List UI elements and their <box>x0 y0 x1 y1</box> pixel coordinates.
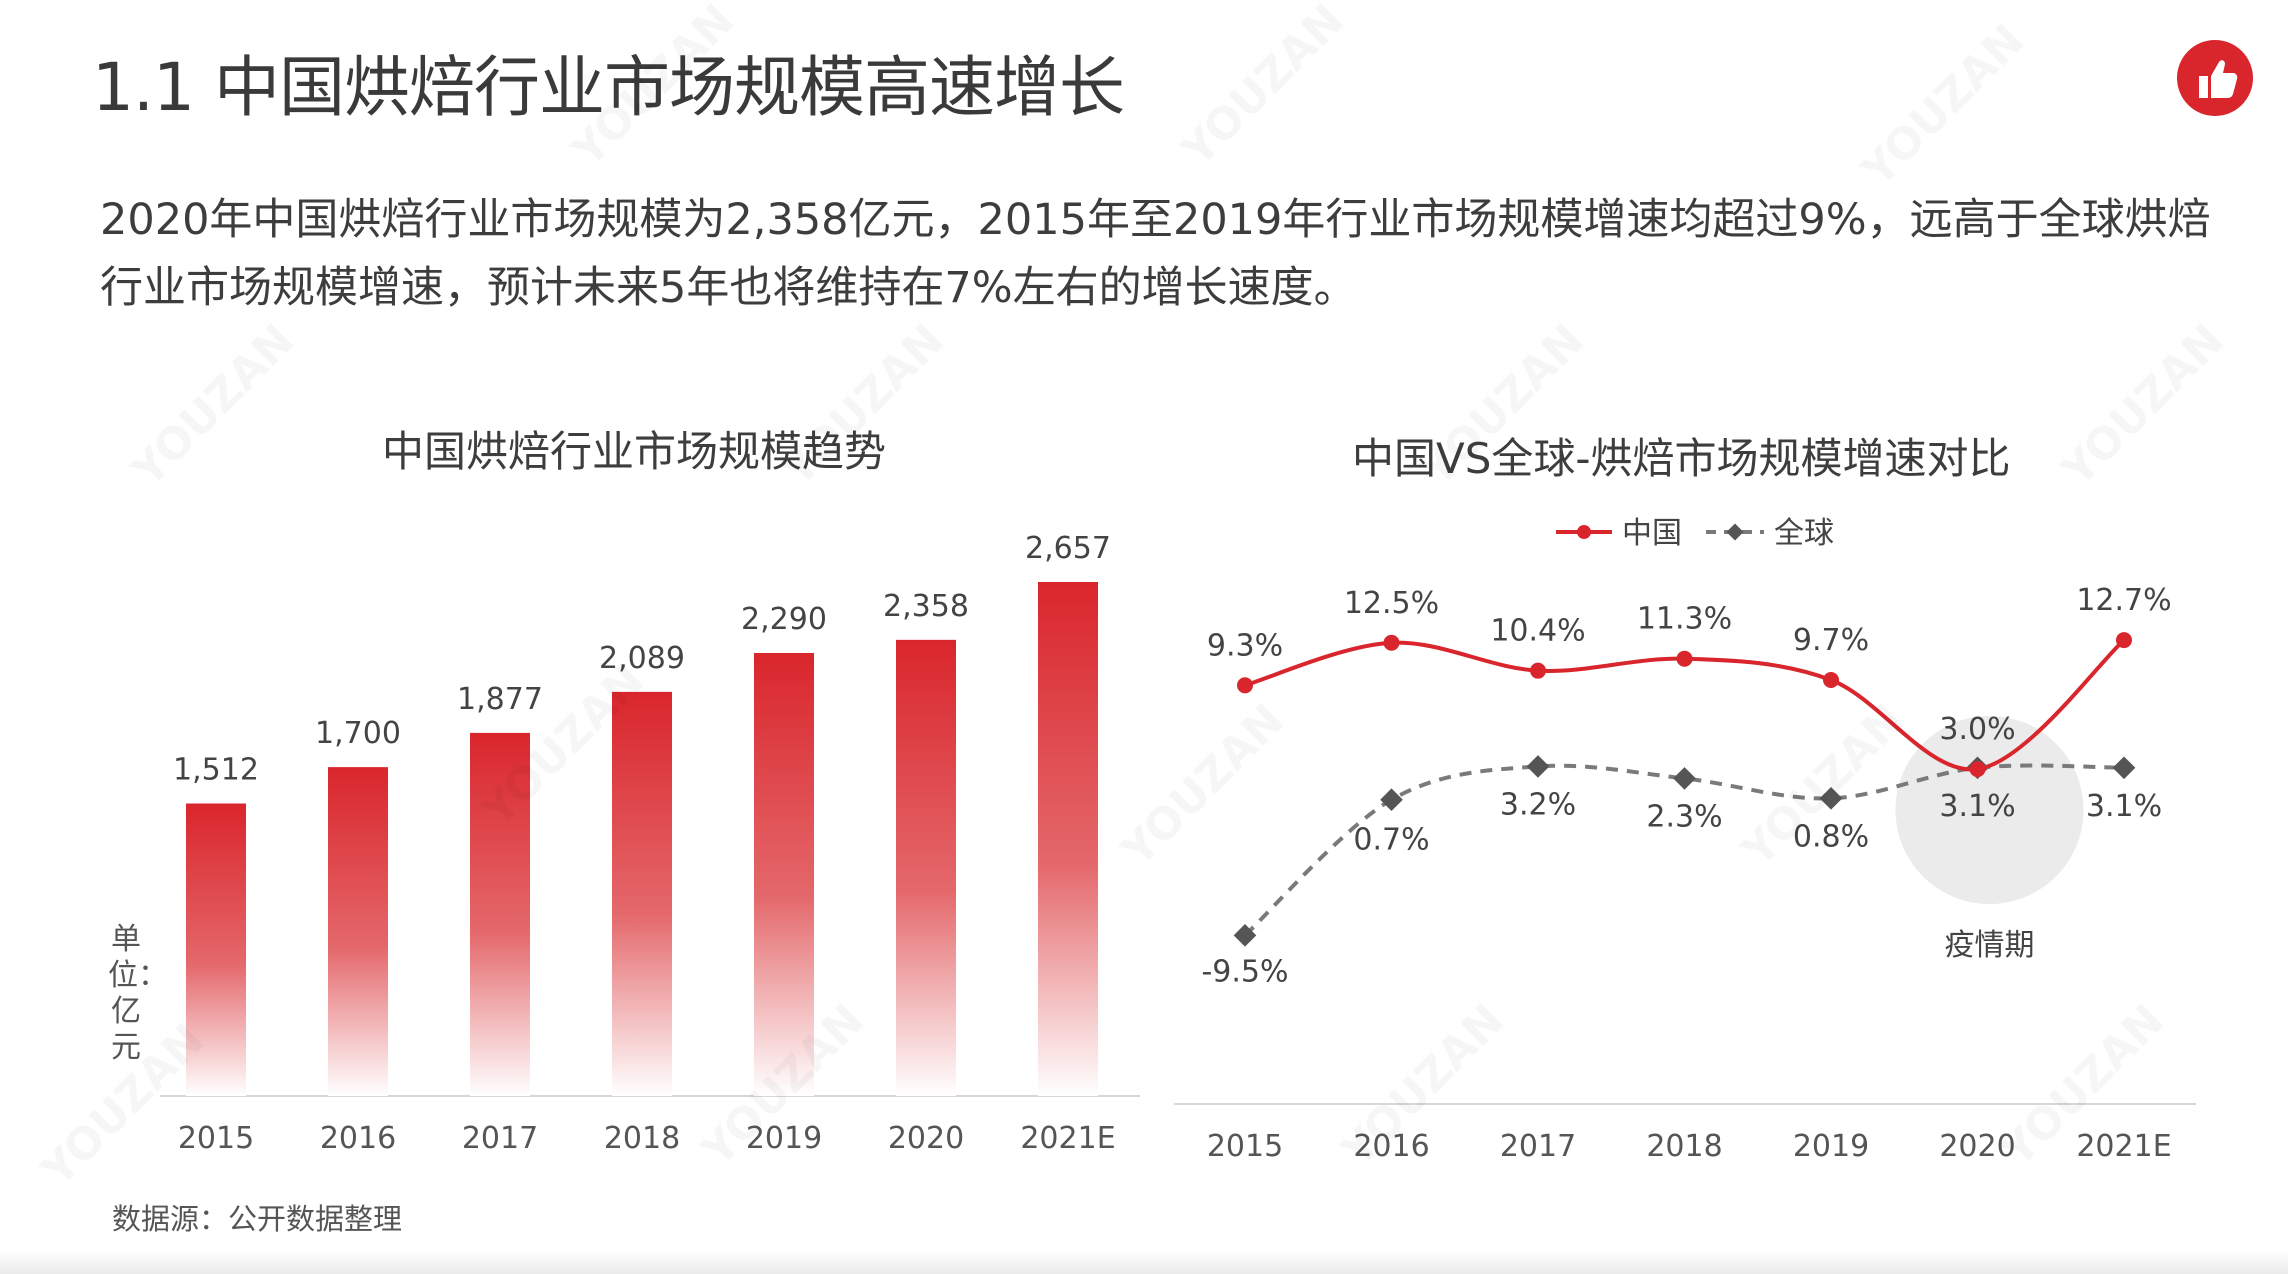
bar-value-label: 1,700 <box>315 716 401 751</box>
thumbs-up-icon <box>2177 40 2253 116</box>
line-category-label: 2017 <box>1500 1129 1576 1164</box>
china-point-2019 <box>1823 671 1839 688</box>
bar-2018 <box>612 691 672 1096</box>
china-value-label: 3.0% <box>1939 712 2015 747</box>
china-value-label: 12.5% <box>1344 586 1439 621</box>
bottom-shade <box>0 1250 2288 1274</box>
bar-category-label: 2018 <box>604 1121 680 1156</box>
global-value-label: 0.8% <box>1793 819 1869 854</box>
global-value-label: 3.1% <box>1939 789 2015 824</box>
line-category-label: 2015 <box>1207 1129 1283 1164</box>
china-point-2018 <box>1676 650 1693 667</box>
bar-value-label: 2,657 <box>1025 531 1111 566</box>
global-value-label: 2.3% <box>1646 799 1722 834</box>
bar-category-label: 2021E <box>1020 1121 1115 1156</box>
global-value-label: 3.1% <box>2086 789 2162 824</box>
legend-global-label: 全球 <box>1774 516 1834 551</box>
bar-2015 <box>186 803 246 1096</box>
china-value-label: 10.4% <box>1490 614 1585 649</box>
bar-2017 <box>470 732 530 1096</box>
china-value-label: 11.3% <box>1637 602 1732 637</box>
bar-category-label: 2015 <box>178 1121 254 1156</box>
global-point-2018 <box>1673 767 1696 790</box>
global-value-label: -9.5% <box>1201 954 1288 989</box>
bar-value-label: 1,512 <box>173 753 259 788</box>
legend-global-marker <box>1726 523 1744 541</box>
summary-text: 2020年中国烘焙行业市场规模为2,358亿元，2015年至2019年行业市场规… <box>100 195 2211 313</box>
bar-category-label: 2017 <box>462 1121 538 1156</box>
china-point-2015 <box>1237 677 1253 694</box>
bar-value-label: 2,358 <box>883 589 969 624</box>
bar-category-label: 2016 <box>320 1121 396 1156</box>
unit-label: 单位：亿元 <box>108 922 168 1065</box>
bar-2020 <box>896 639 956 1096</box>
bar-value-label: 2,290 <box>741 602 827 637</box>
bar-2021E <box>1038 582 1098 1096</box>
global-value-label: 0.7% <box>1353 823 1429 858</box>
global-value-label: 3.2% <box>1500 787 1576 822</box>
china-value-label: 9.7% <box>1793 623 1869 658</box>
line-category-label: 2020 <box>1939 1129 2015 1164</box>
global-point-2015 <box>1233 924 1257 947</box>
bar-value-label: 2,089 <box>599 641 685 676</box>
global-point-2016 <box>1380 788 1403 812</box>
bar-category-label: 2019 <box>746 1121 822 1156</box>
page-title: 1.1 中国烘焙行业市场规模高速增长 <box>92 49 1125 126</box>
global-point-2019 <box>1819 787 1843 810</box>
source-note: 数据源：公开数据整理 <box>112 1202 403 1236</box>
global-point-2021E <box>2112 756 2136 780</box>
global-point-2017 <box>1526 755 1550 778</box>
china-value-label: 9.3% <box>1207 628 1283 663</box>
bar-chart-title: 中国烘焙行业市场规模趋势 <box>382 427 887 476</box>
china-point-2016 <box>1383 634 1400 651</box>
bar-category-label: 2020 <box>888 1121 964 1156</box>
china-point-2021E <box>2116 632 2132 649</box>
bar-value-label: 1,877 <box>457 682 543 717</box>
line-chart: 疫情期 -9.5% 0.7% 3.2% 2.3% 0.8% 3.1% 3.1% 9.3% 12.5… <box>1174 516 2196 1164</box>
bar-2016 <box>328 767 388 1096</box>
china-point-2017 <box>1530 662 1546 679</box>
line-category-label: 2016 <box>1353 1129 1429 1164</box>
bar-chart: 1,512 2015 1,700 2016 1,877 2017 2,089 2018 2,29… <box>160 531 1140 1156</box>
line-category-label: 2019 <box>1793 1129 1869 1164</box>
legend-china-marker <box>1577 525 1591 539</box>
line-category-label: 2018 <box>1646 1129 1722 1164</box>
bar-2019 <box>754 652 814 1096</box>
china-value-label: 12.7% <box>2076 583 2171 618</box>
legend-china-label: 中国 <box>1622 516 1682 551</box>
line-category-label: 2021E <box>2076 1129 2171 1164</box>
line-chart-title: 中国VS全球-烘焙市场规模增速对比 <box>1352 434 2011 483</box>
china-point-2020 <box>1969 761 1986 778</box>
pandemic-annotation: 疫情期 <box>1945 928 2035 963</box>
